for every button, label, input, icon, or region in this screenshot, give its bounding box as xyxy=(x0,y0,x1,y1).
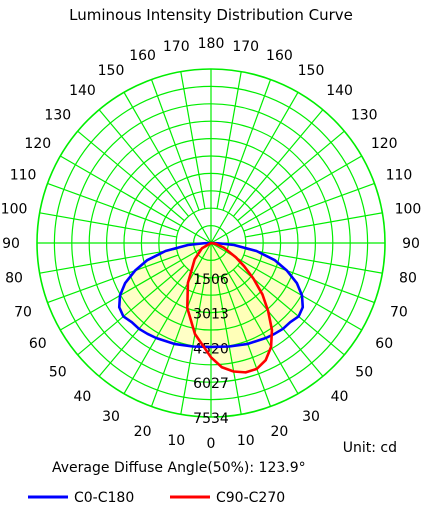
angle-tick-label: 100 xyxy=(1,201,28,217)
grid-spoke xyxy=(60,155,212,244)
grid-spoke xyxy=(150,79,200,211)
legend: C0-C180 C90-C270 xyxy=(28,490,285,506)
angle-tick-label: 120 xyxy=(371,136,398,152)
radial-tick-labels: 1506 3013 4520 6027 7534 xyxy=(193,272,229,427)
angle-tick-label: 80 xyxy=(399,271,417,287)
angle-tick-label: 90 xyxy=(2,236,20,252)
legend-label: C0-C180 xyxy=(74,490,134,506)
grid-spoke xyxy=(98,269,190,377)
chart-title: Luminous Intensity Distribution Curve xyxy=(69,6,353,24)
angle-tick-label: 60 xyxy=(375,336,393,352)
grid-spoke xyxy=(222,79,272,211)
angle-tick-label: 130 xyxy=(44,107,71,123)
grid-spoke xyxy=(180,71,206,209)
series-line-c90-c270 xyxy=(186,241,274,374)
angle-tick-label: 20 xyxy=(134,424,152,440)
radial-tick-label: 1506 xyxy=(193,272,229,288)
angle-tick-label: 130 xyxy=(351,107,378,123)
grid-spoke xyxy=(77,130,185,222)
angle-tick-label: 110 xyxy=(10,168,37,184)
angle-tick-labels: 0 101020203030404050506060707080809090100… xyxy=(1,36,422,452)
grid-spoke xyxy=(243,182,375,232)
angle-tick-label: 50 xyxy=(49,365,67,381)
grid-spoke xyxy=(210,155,362,244)
series-line-c0-c180 xyxy=(117,241,305,349)
angle-tick-label: 110 xyxy=(386,168,413,184)
grid-spoke xyxy=(39,212,177,238)
angle-tick-label: 70 xyxy=(390,304,408,320)
angle-tick-label: 160 xyxy=(129,48,156,64)
angle-tick-label: 100 xyxy=(395,201,422,217)
angle-tick-label: 120 xyxy=(24,136,51,152)
grid-spoke xyxy=(232,109,324,217)
grid-spoke xyxy=(222,275,272,407)
grid-spoke xyxy=(60,242,212,331)
angle-tick-label: 70 xyxy=(14,304,32,320)
angle-tick-label: 180 xyxy=(198,36,225,52)
angle-tick-label: 0 xyxy=(207,436,216,452)
grid-spoke xyxy=(150,275,200,407)
grid-spoke xyxy=(245,212,383,238)
angle-tick-label: 150 xyxy=(298,63,325,79)
angle-tick-label: 20 xyxy=(270,424,288,440)
angle-tick-label: 90 xyxy=(402,236,420,252)
grid-spoke xyxy=(232,269,324,377)
radial-tick-label: 3013 xyxy=(193,307,229,323)
grid-spoke xyxy=(243,254,375,304)
angle-tick-label: 150 xyxy=(98,63,125,79)
grid-spoke xyxy=(77,264,185,356)
angle-tick-label: 80 xyxy=(5,271,23,287)
legend-label: C90-C270 xyxy=(216,490,285,506)
angle-tick-label: 140 xyxy=(69,83,96,99)
series-curves xyxy=(117,241,305,374)
radial-tick-label: 7534 xyxy=(193,411,229,427)
angle-tick-label: 60 xyxy=(29,336,47,352)
angle-tick-label: 160 xyxy=(266,48,293,64)
angle-tick-label: 170 xyxy=(163,39,190,55)
angle-tick-label: 40 xyxy=(331,389,349,405)
radial-tick-label: 6027 xyxy=(193,376,229,392)
grid-spoke xyxy=(210,92,299,244)
grid-spoke xyxy=(47,254,179,304)
angle-tick-label: 10 xyxy=(167,433,185,449)
average-diffuse-angle: Average Diffuse Angle(50%): 123.9° xyxy=(52,460,306,476)
grid-spoke xyxy=(123,242,212,394)
unit-label: Unit: cd xyxy=(343,440,397,456)
angle-tick-label: 10 xyxy=(237,433,255,449)
angle-tick-label: 30 xyxy=(302,409,320,425)
grid-spoke xyxy=(47,182,179,232)
angle-tick-label: 50 xyxy=(355,365,373,381)
radial-tick-label: 4520 xyxy=(193,341,229,357)
angle-tick-label: 40 xyxy=(74,389,92,405)
angle-tick-label: 140 xyxy=(326,83,353,99)
grid-spoke xyxy=(245,248,383,274)
grid-spoke xyxy=(210,242,299,394)
angle-tick-label: 30 xyxy=(102,409,120,425)
angle-tick-label: 170 xyxy=(232,39,259,55)
grid-spoke xyxy=(123,92,212,244)
grid-spoke xyxy=(237,130,345,222)
grid-spoke xyxy=(98,109,190,217)
grid-spoke xyxy=(216,71,242,209)
grid-spoke xyxy=(39,248,177,274)
